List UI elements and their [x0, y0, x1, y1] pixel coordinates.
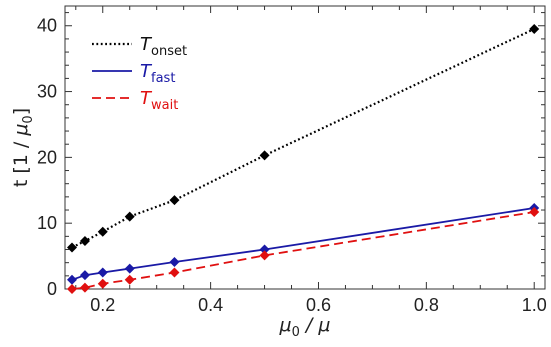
- legend-label-wait: Twait: [140, 88, 178, 113]
- y-tick-label: 10: [37, 213, 57, 233]
- data-point-fast: [259, 244, 270, 255]
- x-tick-label: 0.4: [198, 295, 223, 315]
- y-axis-label: t [1 / μ0]: [10, 108, 36, 187]
- data-point-onset: [97, 226, 108, 237]
- y-tick-label: 0: [47, 279, 57, 299]
- data-point-wait: [529, 206, 540, 217]
- data-point-wait: [259, 250, 270, 261]
- data-point-fast: [97, 267, 108, 278]
- data-point-onset: [79, 235, 90, 246]
- x-tick-label: 1.0: [522, 295, 547, 315]
- y-tick-label: 40: [37, 16, 57, 36]
- data-point-fast: [124, 263, 135, 274]
- x-tick-label: 0.8: [414, 295, 439, 315]
- series-line-fast: [71, 207, 535, 281]
- data-point-wait: [124, 274, 135, 285]
- x-tick-label: 0.2: [90, 295, 115, 315]
- plot-frame: [64, 5, 546, 290]
- series-line-wait: [71, 211, 535, 290]
- data-point-onset: [529, 24, 540, 35]
- data-point-wait: [67, 284, 78, 294]
- y-tick-label: 30: [37, 82, 57, 102]
- data-point-fast: [67, 274, 78, 285]
- y-tick-label: 20: [37, 147, 57, 167]
- data-point-fast: [79, 270, 90, 281]
- data-point-wait: [97, 278, 108, 289]
- x-axis-label: μ0 / μ: [279, 314, 331, 340]
- legend-label-onset: Tonset: [140, 34, 187, 59]
- data-point-wait: [169, 267, 180, 278]
- data-point-fast: [169, 257, 180, 268]
- legend-label-fast: Tfast: [140, 61, 175, 86]
- data-point-onset: [259, 150, 270, 161]
- data-point-onset: [124, 211, 135, 222]
- x-tick-label: 0.6: [306, 295, 331, 315]
- data-point-onset: [67, 242, 78, 253]
- data-point-onset: [169, 195, 180, 206]
- data-point-wait: [79, 282, 90, 293]
